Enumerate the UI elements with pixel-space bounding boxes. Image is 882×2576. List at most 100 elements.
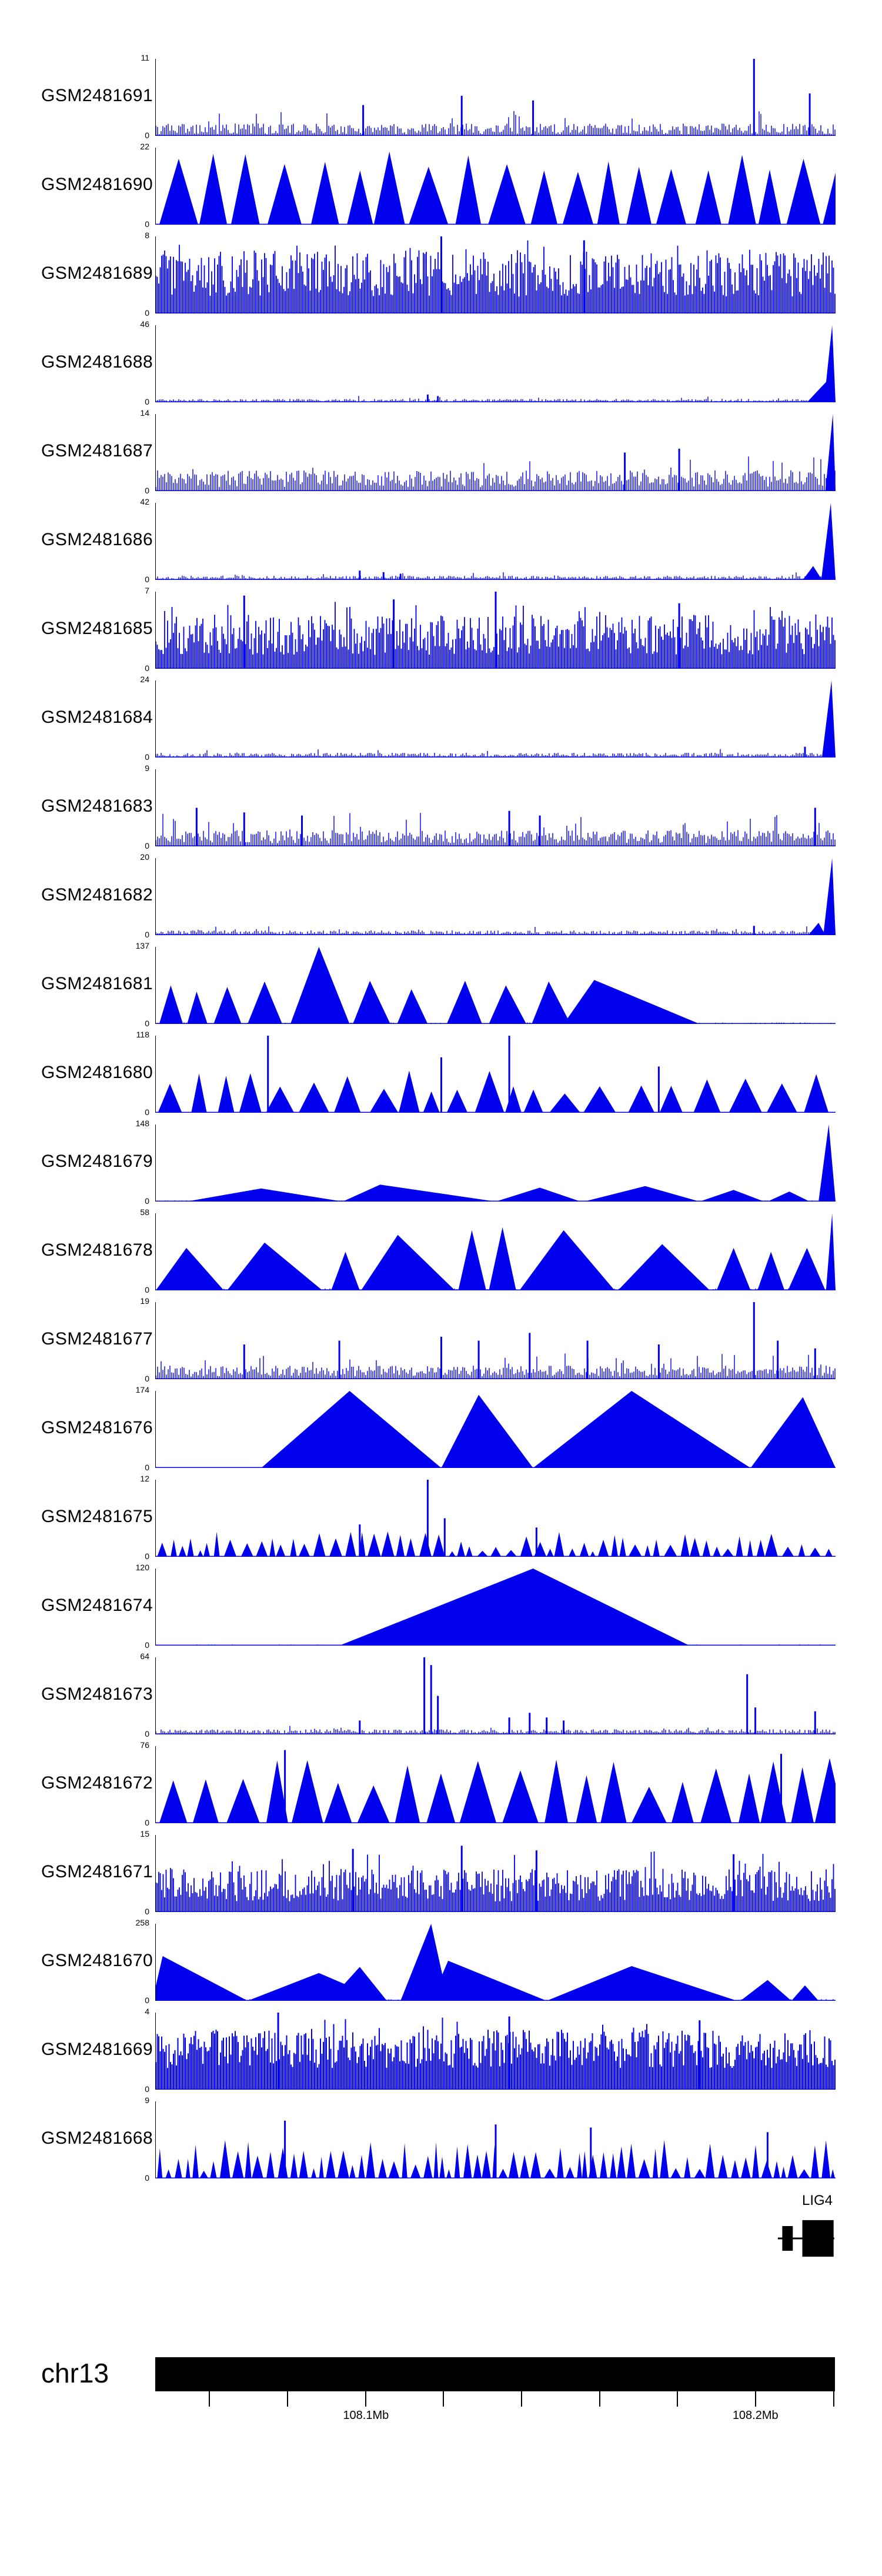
track-signal-plot [155,1125,836,1202]
track-signal-plot [155,769,836,846]
track-ymin-label: 0 [145,1996,149,2005]
ruler-tick [833,2391,834,2407]
track-ymax-label: 120 [135,1563,149,1572]
track-row: GSM2481687 14 0 [0,408,882,495]
gene-model [777,2220,834,2257]
ruler-tick [209,2391,211,2407]
track-ymax-label: 258 [135,1918,149,1927]
track-label: GSM2481683 [41,796,153,816]
track-ymin-label: 0 [145,1374,149,1383]
track-ymin-label: 0 [145,1196,149,1206]
track-ymax-label: 12 [140,1474,149,1483]
track-ymax-label: 22 [140,142,149,151]
track-ymax-label: 76 [140,1740,149,1750]
track-ymax-label: 19 [140,1296,149,1306]
track-label: GSM2481672 [41,1773,153,1793]
track-label: GSM2481687 [41,441,153,461]
track-ymax-label: 42 [140,497,149,506]
track-signal-plot [155,1391,836,1468]
coordinate-ruler: 108.1Mb 108.2Mb [155,2391,835,2432]
chromosome-bar [155,2357,835,2391]
track-ymin-label: 0 [145,752,149,762]
track-ymax-label: 148 [135,1119,149,1128]
ruler-tick-label: 108.1Mb [343,2409,389,2422]
track-signal-plot [155,2013,836,2090]
track-signal-plot [155,592,836,669]
track-signal-plot [155,1036,836,1113]
track-label: GSM2481686 [41,530,153,549]
track-signal-plot [155,680,836,758]
track-ymax-label: 9 [145,2095,149,2105]
track-label: GSM2481670 [41,1951,153,1970]
track-label: GSM2481680 [41,1063,153,1082]
track-row: GSM2481676 174 0 [0,1385,882,1472]
track-label: GSM2481682 [41,885,153,905]
track-ymin-label: 0 [145,219,149,229]
track-ymin-label: 0 [145,1640,149,1650]
track-ymin-label: 0 [145,1729,149,1739]
ruler-tick [676,2391,678,2407]
track-ymax-label: 46 [140,319,149,329]
track-signal-plot [155,1924,836,2001]
track-ymin-label: 0 [145,1463,149,1472]
track-ymax-label: 174 [135,1385,149,1394]
track-signal-plot [155,1480,836,1557]
track-ymax-label: 9 [145,763,149,773]
ruler-tick [443,2391,445,2407]
track-row: GSM2481672 76 0 [0,1740,882,1827]
track-row: GSM2481682 20 0 [0,852,882,939]
ruler-tick [521,2391,523,2407]
track-signal-plot [155,414,836,491]
track-ymax-label: 11 [141,53,149,62]
track-ymax-label: 118 [136,1030,149,1039]
track-signal-plot [155,325,836,402]
track-ymax-label: 137 [135,941,149,950]
gene-name-label: LIG4 [801,2193,833,2208]
track-ymin-label: 0 [145,575,149,584]
track-ymax-label: 4 [145,2007,149,2016]
track-ymin-label: 0 [145,930,149,939]
track-ymin-label: 0 [145,1907,149,1916]
track-label: GSM2481673 [41,1684,153,1704]
track-row: GSM2481691 11 0 [0,53,882,140]
track-row: GSM2481669 4 0 [0,2007,882,2094]
track-label: GSM2481691 [41,86,153,105]
track-row: GSM2481677 19 0 [0,1296,882,1383]
tracks-panel: GSM2481691 11 0 GSM2481690 22 0 GSM24816… [0,53,882,2183]
track-label: GSM2481669 [41,2040,153,2059]
track-row: GSM2481686 42 0 [0,497,882,584]
track-row: GSM2481688 46 0 [0,319,882,406]
track-row: GSM2481671 15 0 [0,1829,882,1916]
track-ymax-label: 14 [140,408,149,418]
track-label: GSM2481681 [41,974,153,993]
track-label: GSM2481679 [41,1152,153,1171]
track-row: GSM2481684 24 0 [0,675,882,762]
track-label: GSM2481685 [41,619,153,638]
track-ymax-label: 24 [140,675,149,684]
track-signal-plot [155,503,836,580]
track-signal-plot [155,1835,836,1912]
ruler-tick [754,2391,756,2407]
track-ymin-label: 0 [145,308,149,318]
track-row: GSM2481681 137 0 [0,941,882,1028]
track-signal-plot [155,858,836,935]
track-signal-plot [155,1213,836,1290]
track-ymax-label: 58 [140,1207,149,1217]
track-signal-plot [155,148,836,225]
track-signal-plot [155,1746,836,1823]
track-row: GSM2481685 7 0 [0,586,882,673]
track-signal-plot [155,236,836,313]
track-row: GSM2481670 258 0 [0,1918,882,2005]
track-label: GSM2481690 [41,175,153,194]
track-ymax-label: 64 [140,1651,149,1661]
track-row: GSM2481680 118 0 [0,1030,882,1117]
track-ymin-label: 0 [145,397,149,406]
track-label: GSM2481674 [41,1596,153,1615]
track-signal-plot [155,1569,836,1646]
track-label: GSM2481671 [41,1862,153,1881]
track-ymin-label: 0 [145,2173,149,2183]
track-ymin-label: 0 [145,1285,149,1294]
chromosome-label: chr13 [41,2358,109,2388]
track-row: GSM2481690 22 0 [0,142,882,229]
